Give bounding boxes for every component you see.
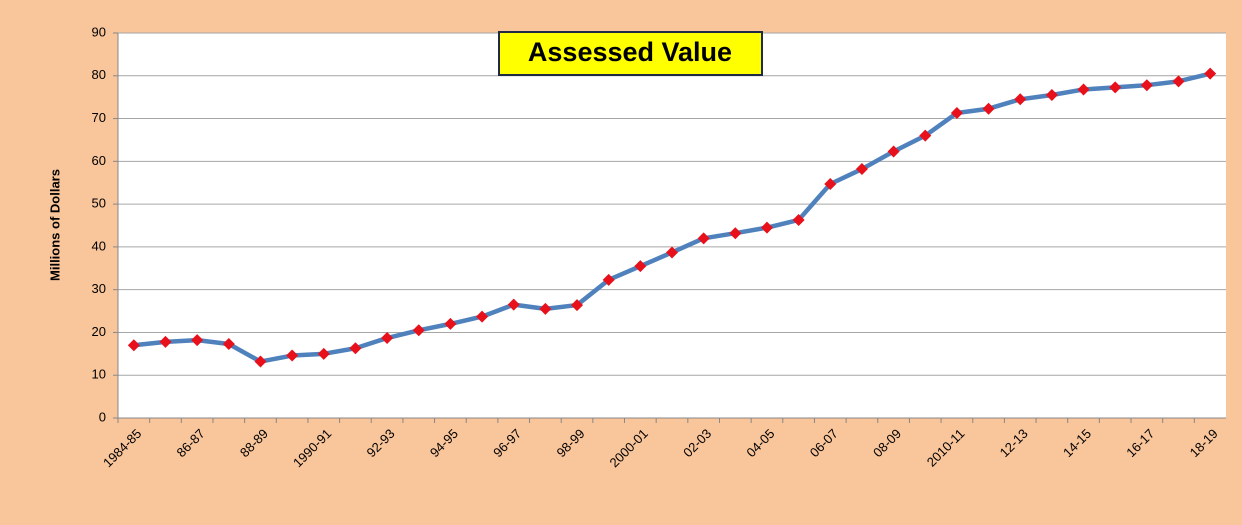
marker	[191, 334, 204, 347]
marker	[1172, 75, 1185, 88]
marker	[571, 299, 584, 312]
marker	[412, 324, 425, 337]
marker	[159, 335, 172, 348]
marker	[855, 163, 868, 176]
x-tick-label: 96-97	[490, 426, 524, 460]
y-tick-label: 60	[92, 153, 106, 168]
chart-title: Assessed Value	[528, 37, 732, 67]
x-tick-label: 88-89	[237, 426, 271, 460]
x-tick-label: 86-87	[174, 426, 208, 460]
marker	[1204, 67, 1217, 80]
plot-area	[118, 33, 1226, 418]
marker	[792, 213, 805, 226]
marker	[1014, 93, 1027, 106]
y-tick-label: 70	[92, 110, 106, 125]
marker	[760, 221, 773, 234]
x-tick-label: 06-07	[807, 426, 841, 460]
x-tick-label: 1990-91	[290, 426, 334, 470]
marker	[381, 332, 394, 345]
x-tick-label: 14-15	[1060, 426, 1094, 460]
marker	[1109, 81, 1122, 94]
x-tick-label: 02-03	[680, 426, 714, 460]
x-tick-label: 18-19	[1187, 426, 1221, 460]
marker	[1045, 89, 1058, 102]
marker	[919, 129, 932, 142]
x-tick-label: 04-05	[743, 426, 777, 460]
marker	[317, 347, 330, 360]
marker	[1140, 79, 1153, 92]
y-axis-label: Millions of Dollars	[47, 169, 62, 281]
marker	[222, 337, 235, 350]
y-tick-label: 40	[92, 238, 106, 253]
marker	[602, 273, 615, 286]
marker	[982, 102, 995, 115]
marker	[254, 355, 267, 368]
marker	[697, 232, 710, 245]
marker	[666, 246, 678, 259]
x-tick-label: 1984-85	[100, 426, 144, 470]
y-tick-label: 50	[92, 196, 106, 211]
marker	[444, 317, 457, 330]
x-tick-label: 2000-01	[607, 426, 651, 470]
y-tick-label: 80	[92, 67, 106, 82]
x-tick-label: 2010-11	[924, 426, 968, 470]
y-tick-label: 10	[92, 367, 106, 382]
marker	[1077, 83, 1090, 96]
y-tick-label: 0	[99, 409, 106, 424]
y-tick-label: 20	[92, 324, 106, 339]
marker	[349, 342, 362, 355]
marker	[476, 310, 489, 323]
x-tick-label: 08-09	[870, 426, 904, 460]
marker	[887, 145, 900, 158]
marker	[539, 302, 552, 315]
y-tick-label: 30	[92, 281, 106, 296]
y-tick-label: 90	[92, 24, 106, 39]
title-box	[498, 31, 763, 76]
x-tick-label: 98-99	[553, 426, 587, 460]
x-tick-label: 92-93	[364, 426, 398, 460]
marker	[286, 349, 299, 362]
x-tick-label: 12-13	[997, 426, 1031, 460]
x-tick-label: 16-17	[1123, 426, 1157, 460]
marker	[507, 298, 520, 311]
marker	[824, 178, 837, 191]
x-tick-label: 94-95	[427, 426, 461, 460]
marker	[127, 339, 140, 352]
marker	[950, 106, 963, 119]
marker	[729, 227, 742, 240]
marker	[634, 260, 647, 273]
